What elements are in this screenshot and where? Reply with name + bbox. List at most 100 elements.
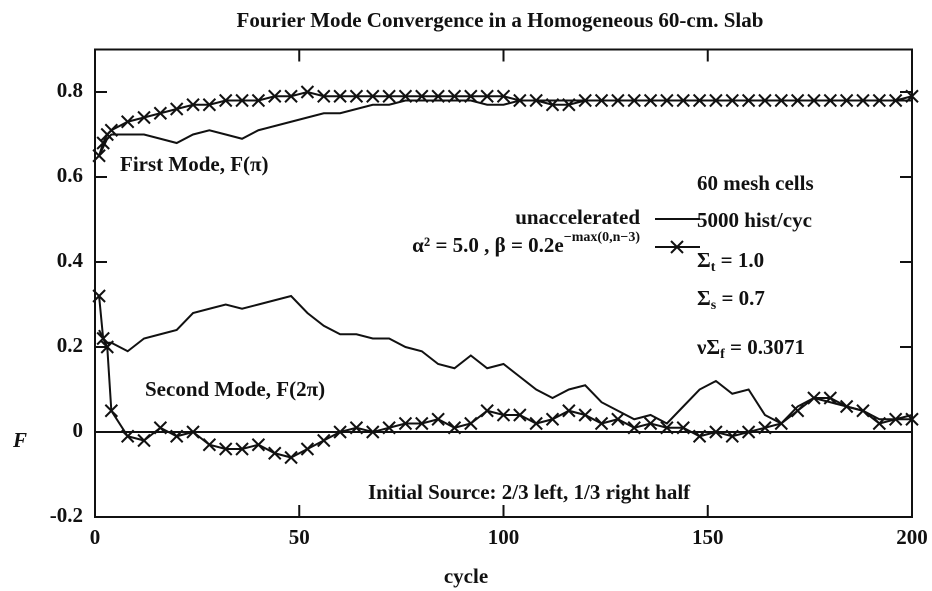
- point-marker: [480, 404, 494, 418]
- annotation: Initial Source: 2/3 left, 1/3 right half: [368, 480, 691, 504]
- point-marker: [349, 89, 364, 103]
- annotation-part: 5000 hist/cyc: [697, 208, 812, 232]
- point-marker: [562, 98, 576, 112]
- annotation-part: f: [720, 347, 725, 362]
- point-marker: [496, 408, 511, 422]
- point-marker: [660, 93, 674, 108]
- point-marker: [169, 429, 184, 443]
- point-marker: [415, 89, 429, 103]
- y-tick-label: -0.2: [50, 503, 83, 527]
- point-marker: [839, 399, 854, 414]
- annotation: 5000 hist/cyc: [697, 208, 812, 232]
- point-marker: [643, 93, 658, 108]
- point-marker: [676, 421, 690, 435]
- legend-label-sup: −max(0,n−3): [564, 230, 641, 245]
- point-marker: [692, 93, 707, 108]
- point-marker: [709, 93, 723, 108]
- legend-label: unaccelerated: [515, 205, 640, 229]
- point-marker: [676, 93, 690, 108]
- y-axis-label: F: [12, 428, 27, 452]
- annotation: First Mode, F(π): [120, 152, 269, 176]
- y-tick-label: 0.4: [57, 248, 84, 272]
- point-marker: [447, 421, 462, 435]
- x-tick-label: 150: [692, 525, 724, 549]
- point-marker: [202, 98, 217, 112]
- annotation-part: s: [711, 298, 717, 313]
- point-marker: [235, 93, 249, 108]
- point-marker: [872, 416, 887, 431]
- point-marker: [758, 93, 772, 108]
- point-marker: [317, 433, 331, 448]
- legend-label-text: unaccelerated: [515, 205, 640, 229]
- point-marker: [251, 93, 266, 108]
- point-marker: [611, 412, 625, 426]
- point-marker: [317, 89, 331, 103]
- x-tick-label: 0: [90, 525, 101, 549]
- annotation: νΣf = 0.3071: [696, 335, 805, 362]
- point-marker: [382, 89, 396, 103]
- point-marker: [480, 89, 494, 103]
- point-marker: [153, 421, 168, 435]
- point-marker: [741, 93, 756, 108]
- annotation-part: First Mode, F(π): [120, 152, 269, 176]
- point-marker: [529, 416, 543, 431]
- point-marker: [447, 89, 462, 103]
- x-axis-label: cycle: [444, 564, 488, 588]
- point-marker: [153, 106, 168, 120]
- point-marker: [186, 98, 200, 112]
- point-marker: [660, 421, 674, 435]
- point-marker: [774, 93, 788, 108]
- point-marker: [758, 421, 772, 435]
- point-marker: [545, 98, 560, 112]
- point-marker: [120, 115, 135, 129]
- point-marker: [496, 89, 511, 103]
- point-marker: [709, 425, 723, 439]
- point-marker: [856, 404, 870, 418]
- point-marker: [366, 89, 380, 103]
- point-marker: [807, 93, 821, 108]
- point-marker: [284, 89, 298, 103]
- series-line: [98, 90, 913, 157]
- point-marker: [100, 340, 114, 354]
- point-marker: [513, 93, 527, 108]
- y-tick-label: 0.8: [57, 78, 83, 102]
- point-marker: [807, 391, 821, 405]
- point-marker: [92, 149, 106, 163]
- annotation: 60 mesh cells: [697, 171, 814, 195]
- point-marker: [905, 412, 919, 426]
- point-marker: [284, 450, 298, 465]
- point-marker: [839, 93, 854, 108]
- point-marker: [300, 85, 315, 99]
- point-marker: [464, 89, 478, 103]
- y-tick-label: 0.2: [57, 333, 83, 357]
- point-marker: [169, 102, 184, 116]
- point-marker: [545, 412, 560, 426]
- point-marker: [333, 89, 347, 103]
- point-marker: [627, 93, 641, 108]
- point-marker: [594, 93, 609, 108]
- legend-label-text: α² = 5.0 , β = 0.2e: [412, 233, 564, 257]
- point-marker: [186, 425, 200, 439]
- point-marker: [96, 331, 110, 346]
- point-marker: [774, 416, 788, 431]
- point-marker: [627, 421, 641, 435]
- point-marker: [235, 442, 249, 456]
- point-marker: [905, 89, 919, 103]
- point-marker: [888, 412, 903, 426]
- point-marker: [790, 93, 805, 108]
- point-marker: [219, 93, 233, 108]
- x-tick-label: 50: [289, 525, 310, 549]
- point-marker: [366, 425, 380, 439]
- point-marker: [562, 404, 576, 418]
- point-marker: [823, 391, 838, 405]
- point-marker: [529, 93, 543, 108]
- point-marker: [92, 289, 106, 303]
- x-tick-label: 200: [896, 525, 928, 549]
- annotation: Second Mode, F(2π): [145, 377, 325, 401]
- annotation-part: Σ: [697, 286, 711, 310]
- annotation-part: 60 mesh cells: [697, 171, 814, 195]
- point-marker: [464, 416, 478, 431]
- annotation-part: νΣ: [696, 335, 720, 359]
- point-marker: [349, 421, 364, 435]
- annotation-part: t: [711, 260, 716, 275]
